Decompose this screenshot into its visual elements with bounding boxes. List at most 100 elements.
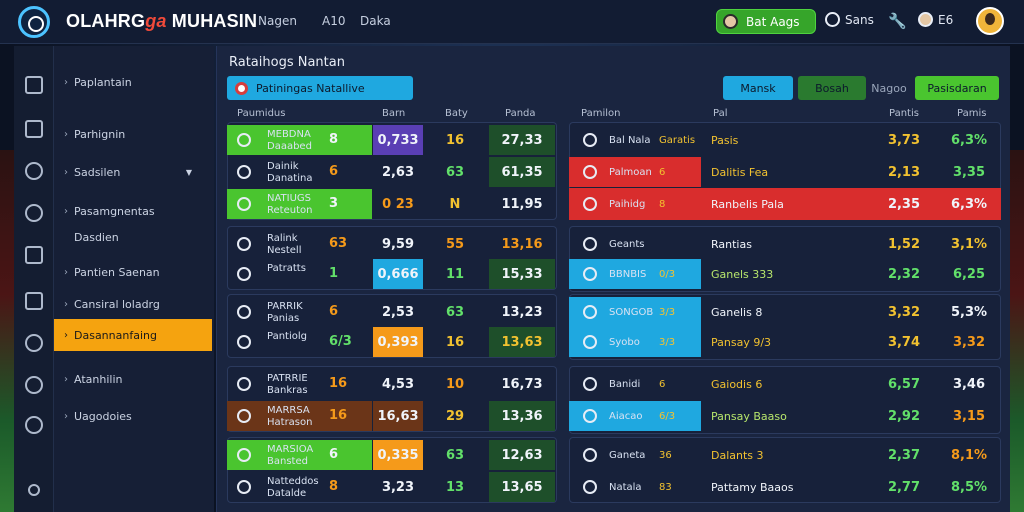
odds-cell[interactable]: 2,77 [879, 472, 929, 502]
market-cell[interactable]: Pasis [711, 125, 861, 155]
list-icon[interactable] [25, 292, 43, 310]
odds-cell[interactable]: 15,33 [489, 259, 555, 289]
odds-cell[interactable]: 2,53 [373, 297, 423, 327]
team-cell[interactable]: Ralink Nestell 63 [227, 229, 372, 259]
book-icon[interactable] [25, 246, 43, 264]
table-row[interactable]: Ralink Nestell 63 9,59 55 13,16 [227, 228, 557, 260]
table-row[interactable]: Bal Nala Garatis Pasis 3,73 6,3% [569, 124, 1001, 156]
table-row[interactable]: BBNBIS 0/3 Ganels 333 2,32 6,25 [569, 258, 1001, 290]
sidebar-item-7[interactable]: › Cansiral loladrg [54, 292, 214, 316]
team-cell[interactable]: Natala 83 [569, 472, 701, 502]
odds-cell[interactable]: 3,46 [941, 369, 997, 399]
odds-cell[interactable]: 3,74 [879, 327, 929, 357]
filter-button-2[interactable]: Bosah [798, 76, 866, 100]
market-cell[interactable]: Gaiodis 6 [711, 369, 861, 399]
filter-button-3[interactable]: Nagoo [871, 81, 907, 95]
table-row[interactable]: NATIUGS Reteuton 3 0 23 N 11,95 [227, 188, 557, 220]
table-row[interactable]: Paihidg 8 Ranbelis Pala 2,35 6,3% [569, 188, 1001, 220]
sidebar-subitem-5[interactable]: Dasdien [74, 230, 119, 244]
odds-cell[interactable]: 16 [427, 125, 483, 155]
table-row[interactable]: Natteddos Datalde 8 3,23 13 13,65 [227, 471, 557, 503]
market-cell[interactable]: Ganels 333 [711, 259, 861, 289]
odds-cell[interactable]: 0,733 [373, 125, 423, 155]
odds-cell[interactable]: 27,33 [489, 125, 555, 155]
odds-cell[interactable]: 11 [427, 259, 483, 289]
odds-cell[interactable]: 3,23 [373, 472, 423, 502]
info-icon[interactable] [25, 334, 43, 352]
odds-cell[interactable]: 4,53 [373, 369, 423, 399]
table-row[interactable]: PATRRIE Bankras 16 4,53 10 16,73 [227, 368, 557, 400]
odds-cell[interactable]: 0 23 [373, 189, 423, 219]
odds-cell[interactable]: 13,16 [489, 229, 555, 259]
sidebar-item-4[interactable]: › Pasamgnentas [54, 199, 214, 223]
sidebar-item-6[interactable]: › Pantien Saenan [54, 260, 214, 284]
odds-cell[interactable]: 2,63 [373, 157, 423, 187]
table-row[interactable]: Banidi 6 Gaiodis 6 6,57 3,46 [569, 368, 1001, 400]
odds-cell[interactable]: 1,52 [879, 229, 929, 259]
logo-icon[interactable] [18, 6, 50, 38]
team-cell[interactable]: Patratts 1 [227, 259, 372, 289]
odds-cell[interactable]: 61,35 [489, 157, 555, 187]
odds-cell[interactable]: 6,57 [879, 369, 929, 399]
nav-item-1[interactable]: Nagen [258, 14, 297, 28]
odds-cell[interactable]: 2,13 [879, 157, 929, 187]
market-cell[interactable]: Rantias [711, 229, 861, 259]
sidebar-item-9[interactable]: › Atanhilin [54, 367, 214, 391]
settings-button[interactable]: 🔧 [888, 12, 907, 30]
odds-cell[interactable]: N [427, 189, 483, 219]
odds-cell[interactable]: 0,393 [373, 327, 423, 357]
team-cell[interactable]: Paihidg 8 [569, 189, 701, 219]
table-row[interactable]: Palmoan 6 Dalitis Fea 2,13 3,35 [569, 156, 1001, 188]
odds-cell[interactable]: 13,36 [489, 401, 555, 431]
odds-cell[interactable]: 3,1% [941, 229, 997, 259]
team-cell[interactable]: Natteddos Datalde 8 [227, 472, 372, 502]
odds-cell[interactable]: 0,335 [373, 440, 423, 470]
team-cell[interactable]: Aiacao 6/3 [569, 401, 701, 431]
table-row[interactable]: Dainik Danatina 6 2,63 63 61,35 [227, 156, 557, 188]
odds-cell[interactable]: 16,73 [489, 369, 555, 399]
stats-icon[interactable] [25, 376, 43, 394]
table-row[interactable]: MARSIOA Bansted 6 0,335 63 12,63 [227, 439, 557, 471]
account-button[interactable]: Bat Aags [716, 9, 816, 34]
team-cell[interactable]: PATRRIE Bankras 16 [227, 369, 372, 399]
team-cell[interactable]: Banidi 6 [569, 369, 701, 399]
team-cell[interactable]: Bal Nala Garatis [569, 125, 701, 155]
odds-cell[interactable]: 12,63 [489, 440, 555, 470]
odds-cell[interactable]: 11,95 [489, 189, 555, 219]
top-item-sans[interactable]: Sans [825, 12, 874, 27]
table-row[interactable]: PARRIK Panias 6 2,53 63 13,23 [227, 296, 557, 328]
odds-cell[interactable]: 8,1% [941, 440, 997, 470]
market-cell[interactable]: Pansay Baaso [711, 401, 861, 431]
sidebar-item-2[interactable]: › Parhignin [54, 122, 214, 146]
odds-cell[interactable]: 63 [427, 157, 483, 187]
odds-cell[interactable]: 8,5% [941, 472, 997, 502]
profile-avatar[interactable] [976, 7, 1004, 35]
team-cell[interactable]: Pantiolg 6/3 [227, 327, 372, 357]
market-cell[interactable]: Dalitis Fea [711, 157, 861, 187]
odds-cell[interactable]: 0,666 [373, 259, 423, 289]
table-row[interactable]: Patratts 1 0,666 11 15,33 [227, 258, 557, 290]
sidebar-item-1[interactable]: › Paplantain [54, 70, 214, 94]
nav-item-3[interactable]: Daka [360, 14, 391, 28]
sidebar-item-3[interactable]: › Sadsilen ▼ [54, 160, 214, 184]
table-row[interactable]: Natala 83 Pattamy Baaos 2,77 8,5% [569, 471, 1001, 503]
market-cell[interactable]: Pansay 9/3 [711, 327, 861, 357]
odds-cell[interactable]: 16,63 [373, 401, 423, 431]
market-cell[interactable]: Ganelis 8 [711, 297, 861, 327]
team-cell[interactable]: Ganeta 36 [569, 440, 701, 470]
chat-icon[interactable] [25, 204, 43, 222]
top-item-e6[interactable]: E6 [918, 12, 953, 27]
odds-cell[interactable]: 2,37 [879, 440, 929, 470]
odds-cell[interactable]: 3,35 [941, 157, 997, 187]
odds-cell[interactable]: 29 [427, 401, 483, 431]
odds-cell[interactable]: 13 [427, 472, 483, 502]
nav-item-2[interactable]: A10 [322, 14, 346, 28]
odds-cell[interactable]: 3,32 [941, 327, 997, 357]
odds-cell[interactable]: 9,59 [373, 229, 423, 259]
odds-cell[interactable]: 5,3% [941, 297, 997, 327]
home-icon[interactable] [25, 76, 43, 94]
odds-cell[interactable]: 2,35 [879, 189, 929, 219]
market-cell[interactable]: Ranbelis Pala [711, 189, 861, 219]
table-row[interactable]: Aiacao 6/3 Pansay Baaso 2,92 3,15 [569, 400, 1001, 432]
team-cell[interactable]: MARSIOA Bansted 6 [227, 440, 372, 470]
